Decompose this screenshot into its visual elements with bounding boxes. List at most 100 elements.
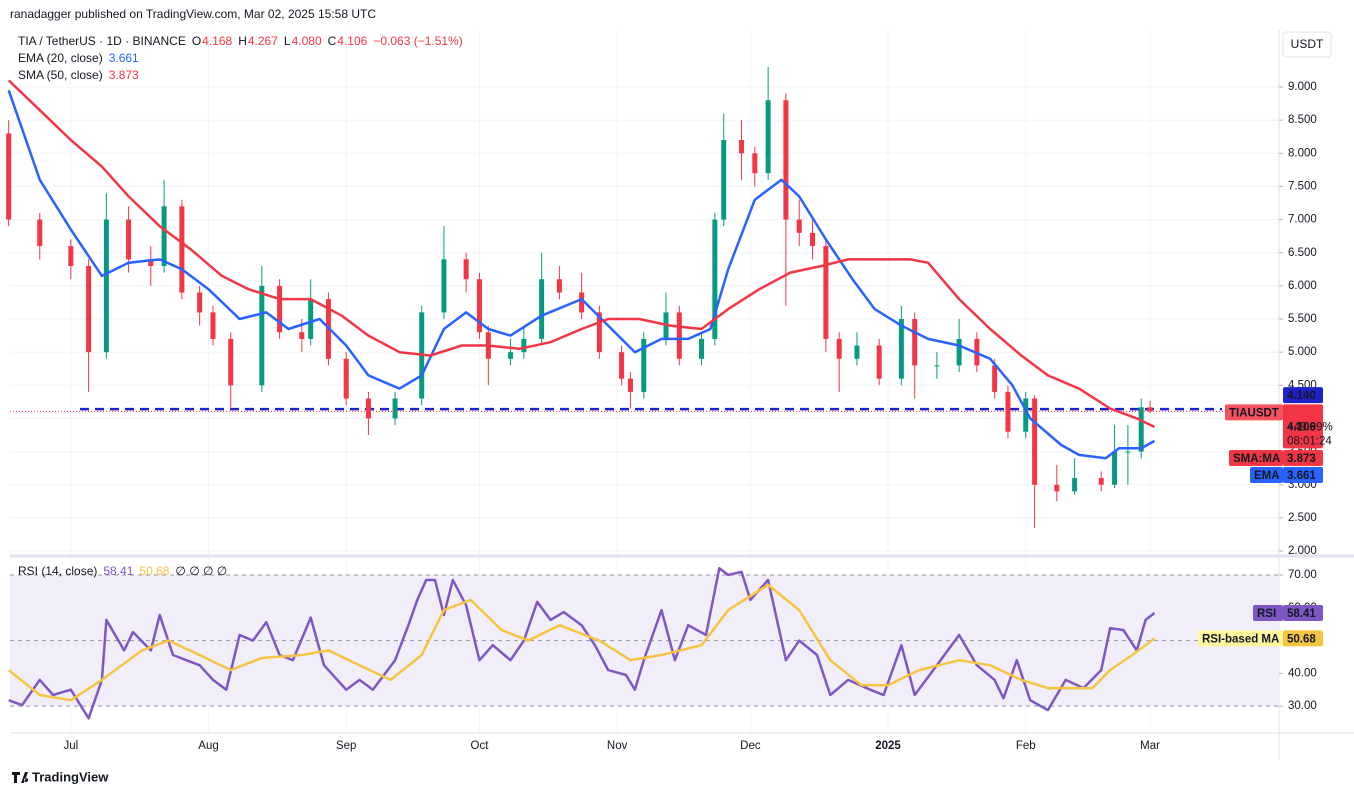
candle-body (676, 312, 682, 359)
y-tick-label: 2.000 (1288, 545, 1317, 557)
rsi-tag-value: 58.41 (1287, 608, 1316, 620)
level-tag: 4.140 (1287, 390, 1316, 402)
x-tick-label: Nov (607, 740, 628, 752)
rsi-tag-name-box (1253, 605, 1283, 622)
candle-body (6, 133, 12, 220)
candle-body (956, 338, 962, 366)
symbol: TIA / TetherUS · 1D · BINANCE (18, 34, 186, 48)
y-tick-label: 70.00 (1288, 569, 1317, 581)
rsima-tag-name-box (1198, 630, 1283, 647)
candle-body (823, 246, 829, 339)
candle-body (103, 219, 109, 353)
ohlc-value: 4.168 (202, 34, 232, 48)
candle-body (934, 365, 940, 367)
y-tick-label: 8.000 (1288, 147, 1317, 159)
candle-body (992, 365, 998, 392)
legend-name: EMA (20, close) (18, 51, 103, 65)
y-tick-label: 8.500 (1288, 114, 1317, 126)
candle-body (1005, 391, 1011, 432)
x-tick-label: 2025 (875, 740, 901, 752)
rsima-tag-value-box (1283, 630, 1323, 647)
candle-body (126, 219, 132, 260)
candle-body (765, 100, 771, 174)
candle-body (854, 345, 860, 359)
ohlc-key: C (328, 34, 337, 48)
sma-tag-name-box (1229, 450, 1283, 466)
symbol-tag: TIAUSDT (1229, 407, 1279, 419)
x-tick-label: Dec (740, 740, 761, 752)
candle-body (539, 279, 545, 339)
candle-body (1032, 398, 1038, 485)
x-tick-label: Jul (63, 740, 78, 752)
x-tick-label: Oct (471, 740, 490, 752)
last-price-tag-box (1283, 404, 1323, 449)
candle-body (796, 219, 802, 233)
footer-brand: TradingView (32, 769, 109, 784)
rsi-tag-value-box (1283, 605, 1323, 622)
rsi-legend-value: 58.41 (103, 564, 133, 578)
last-change: −49.99% (1287, 421, 1333, 433)
candle-body (508, 352, 514, 359)
candle-body (1147, 407, 1153, 412)
candle-body (627, 378, 633, 392)
rsima-tag-value: 50.68 (1287, 633, 1316, 645)
candle-body (308, 299, 314, 339)
candle-body (161, 206, 167, 266)
candle-body (392, 398, 398, 419)
currency-box[interactable] (1282, 31, 1332, 58)
candle-body (86, 265, 92, 353)
y-tick-label: 6.000 (1288, 280, 1317, 292)
rsi-extra: ∅ ∅ ∅ ∅ (175, 564, 227, 578)
candle-body (441, 259, 447, 313)
y-tick-label: 5.000 (1288, 346, 1317, 358)
candle-body (738, 140, 744, 154)
y-tick-label: 30.00 (1288, 700, 1317, 712)
candle-body (179, 206, 185, 293)
y-tick-label: 2.500 (1288, 512, 1317, 524)
candle-body (619, 352, 625, 379)
candle-body (641, 338, 647, 392)
y-tick-label: 9.000 (1288, 81, 1317, 93)
candle-body (712, 219, 718, 339)
currency[interactable]: USDT (1291, 37, 1324, 51)
candle-body (1138, 407, 1144, 452)
x-tick-label: Mar (1140, 740, 1160, 752)
footer-logo (12, 772, 29, 783)
candle-body (836, 338, 842, 359)
change: −0.063 (−1.51%) (373, 34, 462, 48)
candle-body (210, 312, 216, 339)
y-tick-label: 40.00 (1288, 667, 1317, 679)
symbol-tag-box (1225, 404, 1283, 421)
candle-body (1125, 451, 1131, 453)
sma-tag-name: SMA:MA (1233, 453, 1280, 465)
last-price-tag: 4.106 (1287, 421, 1316, 433)
candle-body (699, 338, 705, 359)
candle-body (721, 140, 727, 220)
candle-body (521, 338, 527, 353)
candle-body (259, 285, 265, 386)
y-tick-label: 7.500 (1288, 180, 1317, 192)
ohlc-value: 4.106 (337, 34, 367, 48)
countdown: 08:01:24 (1287, 435, 1332, 447)
ema-tag-value-box (1283, 467, 1323, 483)
published-note: ranadagger published on TradingView.com,… (10, 7, 376, 21)
candle-body (148, 259, 154, 266)
y-tick-label: 6.500 (1288, 247, 1317, 259)
candle-body (1072, 478, 1078, 492)
candle-body (37, 219, 43, 247)
candle-body (1112, 451, 1118, 485)
ema-tag-value: 3.661 (1287, 470, 1316, 482)
legend: SMA (50, close) 3.873 (18, 68, 139, 82)
legend: EMA (20, close) 3.661 (18, 51, 139, 65)
candle-body (556, 279, 562, 293)
ohlc-key: O (192, 34, 201, 48)
candle-body (596, 312, 602, 353)
candle-body (810, 232, 816, 247)
candle-body (463, 259, 469, 280)
candle-body (343, 358, 349, 399)
candle-body (476, 279, 482, 333)
candle-body (898, 319, 904, 379)
